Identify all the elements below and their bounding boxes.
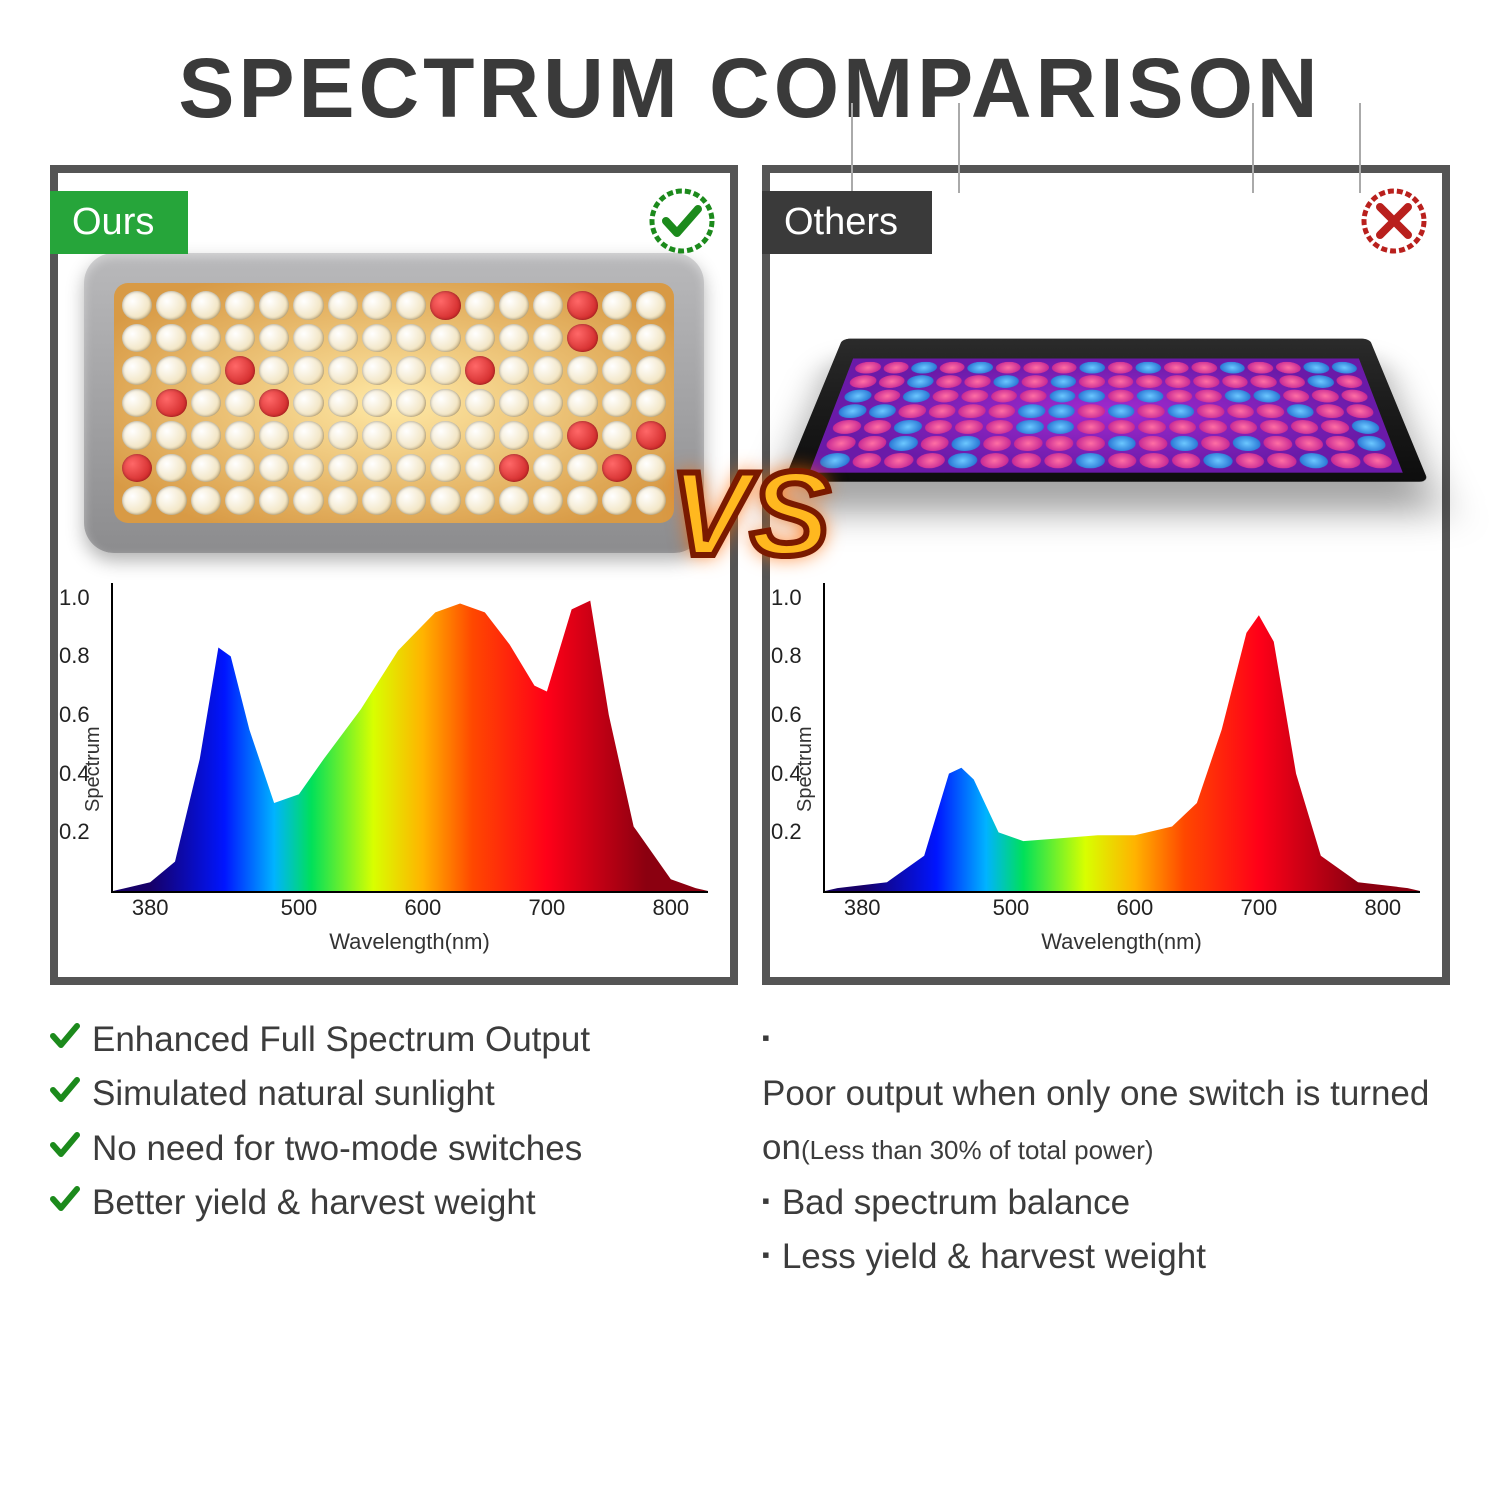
check-icon	[648, 187, 716, 255]
ours-chart: Spectrum 0.20.40.60.81.0380500600700800 …	[58, 573, 730, 977]
others-bullet: ▪Poor output when only one switch is tur…	[762, 1013, 1450, 1176]
others-bullet: ▪Bad spectrum balance	[762, 1176, 1450, 1230]
others-bullet: ▪Less yield & harvest weight	[762, 1230, 1450, 1284]
comparison-panels: Ours Spectrum 0.20.40.60.81.038050060070…	[50, 165, 1450, 985]
panel-others: Others Spectrum 0.20.40.60.81.0380500600…	[762, 165, 1450, 985]
panel-ours: Ours Spectrum 0.20.40.60.81.038050060070…	[50, 165, 738, 985]
cross-badge	[1360, 187, 1428, 255]
ours-bullet: No need for two-mode switches	[50, 1122, 738, 1176]
bullet-comparison: Enhanced Full Spectrum OutputSimulated n…	[50, 1013, 1450, 1284]
check-badge	[648, 187, 716, 255]
others-lamp	[784, 339, 1429, 482]
ours-bullet: Enhanced Full Spectrum Output	[50, 1013, 738, 1067]
ours-bullet: Better yield & harvest weight	[50, 1176, 738, 1230]
xlabel: Wavelength(nm)	[823, 929, 1420, 955]
others-bullets: ▪Poor output when only one switch is tur…	[762, 1013, 1450, 1284]
page-title: SPECTRUM COMPARISON	[50, 40, 1450, 137]
others-tag: Others	[762, 191, 932, 254]
others-chart: Spectrum 0.20.40.60.81.0380500600700800 …	[770, 573, 1442, 977]
ours-lamp	[84, 253, 704, 553]
ours-bullet: Simulated natural sunlight	[50, 1067, 738, 1121]
ours-bullets: Enhanced Full Spectrum OutputSimulated n…	[50, 1013, 738, 1284]
cross-icon	[1360, 187, 1428, 255]
xlabel: Wavelength(nm)	[111, 929, 708, 955]
ours-tag: Ours	[50, 191, 188, 254]
